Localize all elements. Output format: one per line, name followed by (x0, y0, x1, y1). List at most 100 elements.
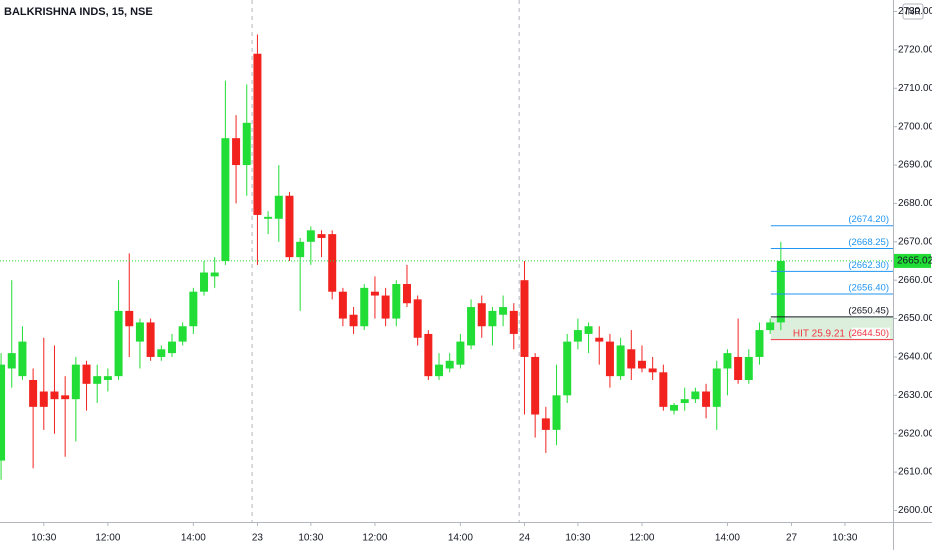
candle-body (167, 341, 176, 354)
candle-body (232, 138, 241, 166)
y-tick-label: 2680.00 (898, 198, 932, 209)
y-tick-label: 2610.00 (898, 467, 932, 478)
candle-body (413, 299, 422, 338)
y-tick-label: 2650.00 (898, 313, 932, 324)
candle-body (723, 353, 732, 369)
candle-body (328, 234, 337, 292)
x-tick-label: 10:30 (31, 533, 56, 544)
y-tick-label: 2710.00 (898, 83, 932, 94)
candle-body (392, 284, 401, 319)
level-label-box (852, 304, 890, 316)
candle-body (0, 364, 6, 461)
candle-body (477, 303, 486, 327)
candle-body (93, 376, 102, 384)
candle-body (370, 291, 379, 296)
candle-body (467, 307, 476, 346)
x-tick-label: 14:00 (181, 533, 206, 544)
candle-body (274, 195, 283, 219)
candle-body (680, 399, 689, 404)
candle-body (157, 349, 166, 357)
candle-body (135, 322, 144, 342)
candle-body (82, 364, 91, 384)
level-label: (2674.20) (848, 214, 889, 225)
currency-box[interactable] (902, 3, 924, 20)
candle-body (402, 284, 411, 304)
x-tick-label: 24 (519, 533, 531, 544)
y-tick-label: 2660.00 (898, 275, 932, 286)
y-tick-label: 2700.00 (898, 121, 932, 132)
currency[interactable]: INR (905, 6, 921, 16)
y-tick-label: 2600.00 (898, 505, 932, 516)
candle-body (691, 391, 700, 400)
x-tick-label: 27 (786, 533, 798, 544)
level-label-box (852, 327, 890, 339)
x-tick-label: 14:00 (715, 533, 740, 544)
candle-body (499, 307, 508, 315)
candle-body (424, 333, 433, 377)
hit-label: HIT 25.9.21 (793, 328, 846, 339)
candle-body (29, 379, 38, 407)
candle-body (285, 195, 294, 258)
level-label: (2662.30) (848, 260, 889, 271)
candle-body (264, 216, 273, 219)
candle-body (200, 272, 209, 292)
candle-body (338, 291, 347, 319)
candle-body (178, 326, 187, 342)
y-tick-label: 2630.00 (898, 390, 932, 401)
x-tick-label: 12:00 (362, 533, 387, 544)
candle-body (509, 310, 518, 334)
y-tick-label: 2620.00 (898, 428, 932, 439)
last-price-box (894, 253, 931, 268)
candle-body (616, 345, 625, 377)
level-label: (2656.40) (848, 283, 889, 294)
candle-body (221, 138, 230, 261)
candle-body (670, 404, 679, 411)
candle-body (744, 356, 753, 380)
level-label-box (852, 259, 890, 271)
candle-body (702, 391, 711, 407)
candle-body (552, 395, 561, 430)
candle-body (531, 356, 540, 415)
candle-body (103, 376, 112, 380)
candle-body (317, 234, 326, 238)
candle-body (445, 360, 454, 369)
level-label: (2644.50) (848, 328, 889, 339)
candle-body (253, 53, 262, 215)
candle-body (435, 364, 444, 377)
candle-body (189, 291, 198, 327)
candle-body (712, 368, 721, 407)
level-label: (2668.25) (848, 237, 889, 248)
x-tick-label: 12:00 (95, 533, 120, 544)
candle-body (563, 341, 572, 396)
candle-body (520, 280, 529, 357)
level-label-box (852, 282, 890, 294)
candle-body (755, 330, 764, 357)
x-tick-label: 12:00 (629, 533, 654, 544)
candle-body (605, 341, 614, 377)
candle-body (766, 322, 775, 331)
x-tick-label: 10:30 (565, 533, 590, 544)
y-tick-label: 2690.00 (898, 160, 932, 171)
candle-body (541, 418, 550, 430)
candle-body (7, 353, 16, 369)
candle-body (488, 310, 497, 327)
candle-body (125, 310, 134, 327)
candle-body (637, 360, 646, 369)
candle-body (210, 272, 219, 277)
candle-body (573, 330, 582, 342)
candle-body (306, 230, 315, 242)
candle-body (71, 364, 80, 400)
candle-body (296, 241, 305, 258)
candle-body (146, 322, 155, 357)
x-tick-label: 23 (252, 533, 264, 544)
candle-body (349, 314, 358, 327)
level-label: (2650.45) (848, 305, 889, 316)
candle-body (39, 391, 48, 407)
candle-body (18, 341, 27, 377)
y-tick-label: 2720.00 (898, 45, 932, 56)
candle-body (456, 341, 465, 365)
candle-body (648, 368, 657, 373)
x-tick-label: 14:00 (448, 533, 473, 544)
